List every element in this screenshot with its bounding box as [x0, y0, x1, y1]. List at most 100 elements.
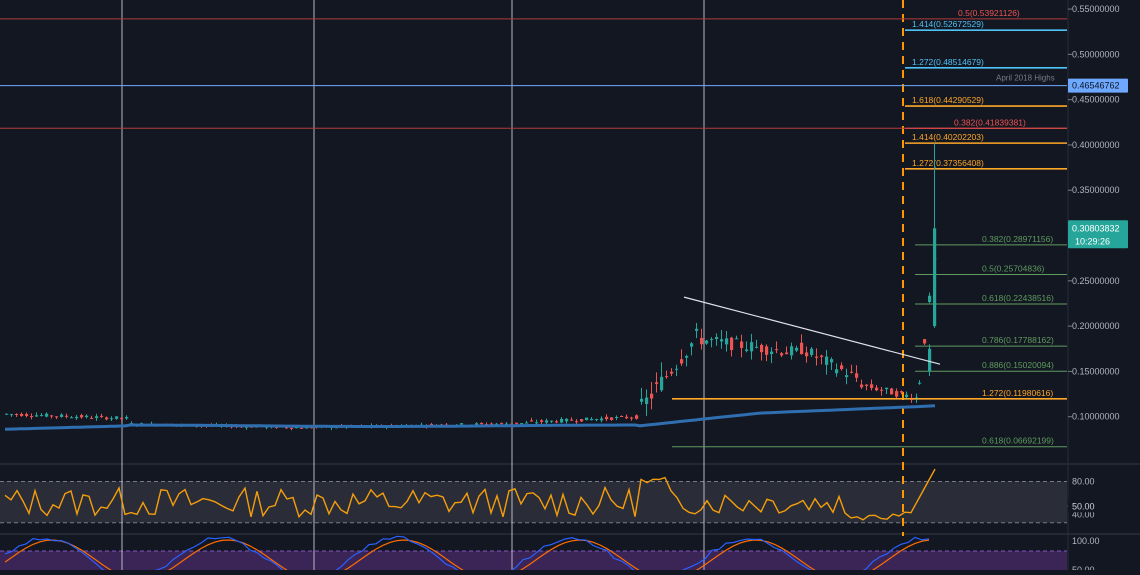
candle-body [585, 417, 589, 421]
fib-level-label: 0.618(0.06692199) [982, 436, 1054, 446]
candle-body [710, 339, 714, 341]
candle-body [105, 417, 109, 420]
candle-body [870, 384, 874, 389]
candle-body [705, 340, 709, 344]
april-highs-badge [1068, 78, 1128, 93]
fib-level-label: 0.886(0.15020094) [982, 360, 1054, 370]
rsi-current-label: 50.00 [1072, 501, 1095, 511]
candle-body [460, 423, 464, 425]
candle-body [65, 415, 69, 417]
candle-body [95, 416, 99, 419]
candle-body [620, 415, 624, 417]
candle-body [45, 413, 49, 417]
fib-level-label: 1.272(0.37356408) [912, 158, 984, 168]
price-axis-tick-label: 0.40000000 [1072, 140, 1120, 150]
candle-body [110, 418, 114, 420]
candle-body [750, 342, 754, 352]
candle-body [675, 368, 679, 370]
candle-body [680, 359, 684, 364]
candle-body [830, 359, 834, 363]
candle-body [755, 346, 759, 348]
candle-body [720, 339, 724, 342]
candle-body [740, 341, 744, 348]
candle-body [800, 342, 804, 355]
candle-body [690, 343, 694, 347]
candle-body [530, 420, 534, 422]
candle-body [245, 426, 249, 428]
candle-body [735, 338, 739, 340]
candle-body [905, 394, 909, 398]
candle-body [625, 416, 629, 419]
candle-body [670, 371, 674, 374]
current-price-label: 0.30803832 [1072, 223, 1120, 233]
candle-body [665, 376, 669, 378]
candle-body [115, 416, 119, 419]
candle-body [575, 421, 579, 423]
candle-body [895, 391, 899, 397]
rsi-axis-tick-label: 40.00 [1072, 510, 1095, 520]
candle-body [780, 353, 784, 356]
candle-body [60, 414, 64, 417]
candle-body [490, 423, 494, 425]
candle-body [290, 427, 294, 429]
candle-body [880, 389, 884, 391]
candle-body [790, 346, 794, 356]
fib-level-label: 1.618(0.44290529) [912, 95, 984, 105]
candle-body [545, 420, 549, 423]
candle-body [10, 414, 14, 416]
candle-body [840, 365, 844, 370]
candle-body [30, 416, 34, 418]
candle-body [565, 418, 569, 422]
candle-body [615, 417, 619, 419]
candle-body [715, 337, 719, 340]
candle-body [730, 337, 734, 351]
candle-body [15, 414, 19, 416]
fib-level-label: 0.5(0.53921126) [958, 8, 1020, 18]
candle-body [120, 417, 124, 419]
stoch-k-line [4, 535, 930, 575]
candle-body [430, 424, 434, 426]
candle-body [40, 415, 44, 417]
price-axis-tick-label: 0.10000000 [1072, 412, 1120, 422]
rsi-axis-tick-label: 80.00 [1072, 477, 1095, 487]
candle-body [695, 328, 699, 331]
candle-body [923, 339, 927, 344]
candle-body [760, 344, 764, 353]
candle-body [25, 414, 29, 416]
candle-body [640, 398, 644, 402]
fib-level-label: 1.272(0.48514679) [912, 57, 984, 67]
candle-body [815, 356, 819, 358]
candle-body [600, 418, 604, 421]
candle-body [650, 393, 654, 399]
rsi-band [0, 481, 1067, 523]
candle-body [928, 295, 932, 303]
candle-body [85, 415, 89, 418]
price-axis-tick-label: 0.50000000 [1072, 49, 1120, 59]
candle-body [540, 420, 544, 422]
candle-body [855, 373, 859, 378]
candle-body [860, 384, 864, 388]
fib-level-label: 0.382(0.28971156) [982, 234, 1053, 244]
candle-body [495, 423, 499, 425]
candle-body [520, 423, 524, 425]
fib-level-label: 0.618(0.22438516) [982, 293, 1054, 303]
fib-level-label: 0.786(0.17788162) [982, 335, 1054, 345]
candle-body [685, 356, 689, 358]
candle-body [725, 338, 729, 345]
candle-body [835, 369, 839, 374]
fib-level-label: 1.414(0.40202203) [912, 132, 984, 142]
candle-body [885, 387, 889, 390]
candle-body [525, 422, 529, 424]
moving-average-line [4, 404, 936, 431]
candle-body [765, 346, 769, 355]
candle-body [700, 338, 704, 345]
candle-body [515, 422, 519, 424]
descending-trendline [683, 296, 941, 365]
candle-body [785, 352, 789, 355]
candle-body [535, 422, 539, 424]
candle-body [560, 418, 564, 423]
candle-body [300, 427, 304, 429]
candle-body [825, 356, 829, 365]
